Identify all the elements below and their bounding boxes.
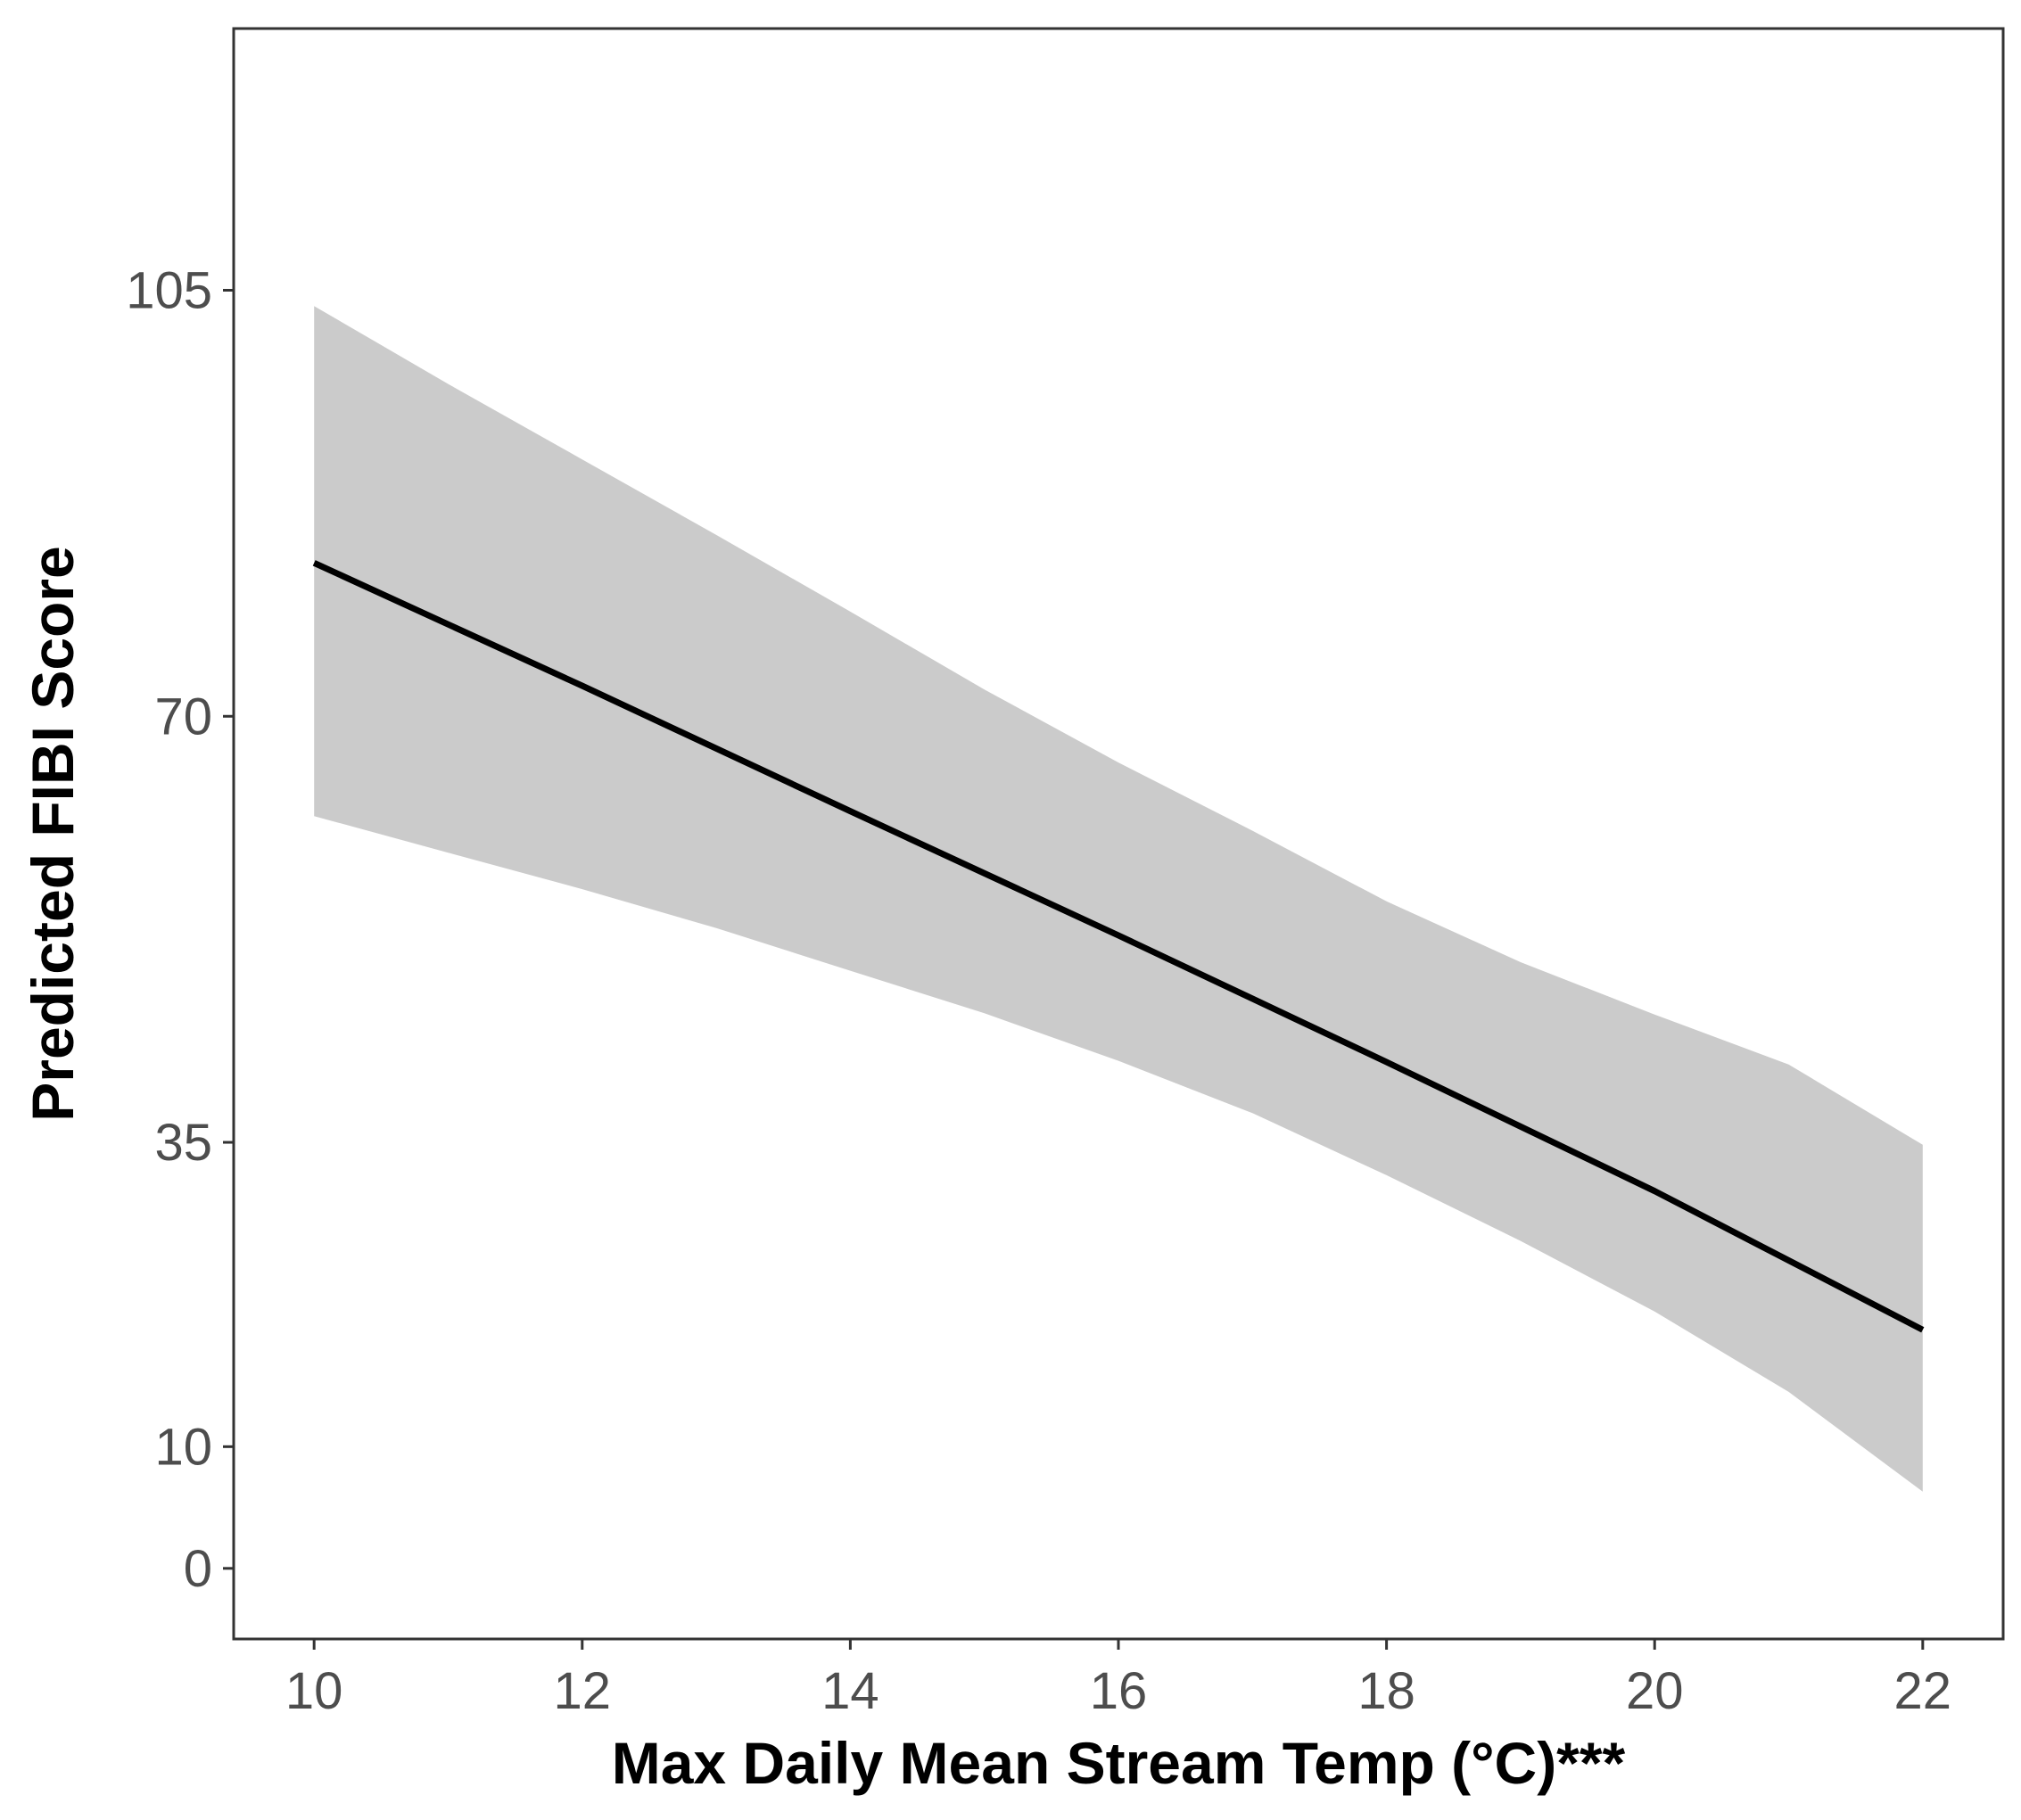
y-axis-title: Predicted FIBI Score bbox=[20, 546, 86, 1122]
x-axis-ticks: 10 12 14 16 18 20 22 bbox=[285, 1639, 1951, 1720]
y-axis-ticks: 0 10 35 70 105 bbox=[126, 261, 234, 1598]
x-tick-label: 20 bbox=[1626, 1662, 1684, 1720]
y-tick-label: 35 bbox=[154, 1114, 212, 1172]
y-tick-label: 70 bbox=[154, 688, 212, 745]
y-tick-label: 10 bbox=[154, 1418, 212, 1476]
x-tick-label: 14 bbox=[821, 1662, 879, 1720]
x-tick-label: 16 bbox=[1090, 1662, 1148, 1720]
x-tick-label: 12 bbox=[554, 1662, 612, 1720]
x-tick-label: 10 bbox=[285, 1662, 343, 1720]
fit-line bbox=[312, 560, 1925, 1333]
x-tick-label: 22 bbox=[1894, 1662, 1952, 1720]
y-tick-label: 0 bbox=[184, 1540, 212, 1598]
x-axis-title: Max Daily Mean Stream Temp (°C)*** bbox=[612, 1730, 1626, 1796]
x-tick-label: 18 bbox=[1357, 1662, 1415, 1720]
confidence-band bbox=[314, 306, 1923, 1492]
y-tick-label: 105 bbox=[126, 261, 212, 319]
